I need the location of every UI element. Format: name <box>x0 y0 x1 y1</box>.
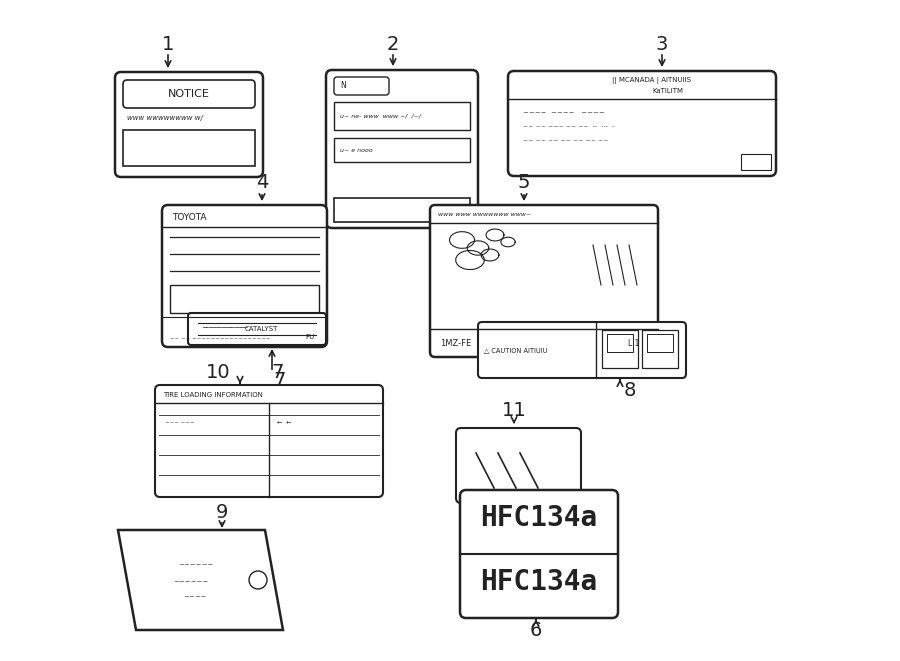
FancyBboxPatch shape <box>162 205 327 347</box>
FancyBboxPatch shape <box>508 71 776 176</box>
Text: ~~~~~~: ~~~~~~ <box>178 562 213 568</box>
Text: 8: 8 <box>624 381 636 399</box>
Text: NOTICE: NOTICE <box>168 89 210 99</box>
Text: PU: PU <box>305 334 314 340</box>
Text: ←  ←: ← ← <box>277 420 292 426</box>
Text: ~~ ~~ ~~~ ~~ ~~  --  ---  -: ~~ ~~ ~~~ ~~ ~~ -- --- - <box>523 124 614 130</box>
Text: ~~~~~~: ~~~~~~ <box>173 579 208 585</box>
FancyBboxPatch shape <box>334 77 389 95</box>
Text: 7: 7 <box>274 371 286 389</box>
Text: 10: 10 <box>206 362 230 381</box>
Bar <box>741 154 771 170</box>
Text: TOYOTA: TOYOTA <box>172 212 206 221</box>
Text: ~~~~: ~~~~ <box>183 594 206 600</box>
FancyBboxPatch shape <box>123 80 255 108</box>
Text: KaTILITM: KaTILITM <box>652 88 683 94</box>
Text: 11: 11 <box>501 401 526 420</box>
Text: 2: 2 <box>387 34 400 54</box>
Text: ──────────────: ────────────── <box>202 327 248 332</box>
FancyBboxPatch shape <box>155 385 383 497</box>
Text: ~~~~  ~~~~   ~~~~: ~~~~ ~~~~ ~~~~ <box>523 110 605 116</box>
Bar <box>334 138 470 162</box>
Bar <box>607 334 633 352</box>
Text: ~~ ~~ ~~~~~~~~~~~~~~~~~: ~~ ~~ ~~~~~~~~~~~~~~~~~ <box>170 336 271 342</box>
Bar <box>170 285 319 313</box>
Text: 6: 6 <box>530 621 542 639</box>
Bar <box>616 331 650 351</box>
Text: u~ e nooo: u~ e nooo <box>340 147 373 153</box>
Bar <box>334 198 470 222</box>
FancyBboxPatch shape <box>326 70 478 228</box>
FancyBboxPatch shape <box>456 428 581 503</box>
Text: HFC134a: HFC134a <box>481 504 598 532</box>
Text: ~~~ ~~~: ~~~ ~~~ <box>165 420 194 426</box>
FancyBboxPatch shape <box>430 205 658 357</box>
Polygon shape <box>118 530 283 630</box>
Text: 3: 3 <box>656 34 668 54</box>
Bar <box>123 130 255 166</box>
Text: △ CAUTION AiTIUIU: △ CAUTION AiTIUIU <box>484 347 547 353</box>
Bar <box>642 330 678 368</box>
Text: || MCANADA | AITNUIIS: || MCANADA | AITNUIIS <box>612 77 691 85</box>
FancyBboxPatch shape <box>460 490 618 618</box>
Bar <box>602 330 638 368</box>
Bar <box>334 102 470 130</box>
Text: ~~ ~~ ~~ ~~ ~~ ~~ ~~: ~~ ~~ ~~ ~~ ~~ ~~ ~~ <box>523 139 608 143</box>
Text: 1MZ-FE: 1MZ-FE <box>440 338 472 348</box>
Bar <box>647 334 673 352</box>
Text: HFC134a: HFC134a <box>481 568 598 596</box>
Text: www wwwwwwww w/: www wwwwwwww w/ <box>127 115 202 121</box>
Text: 9: 9 <box>216 502 229 522</box>
Text: 4: 4 <box>256 173 268 192</box>
Text: 5: 5 <box>518 173 530 192</box>
FancyBboxPatch shape <box>478 322 686 378</box>
Text: TIRE LOADING INFORMATION: TIRE LOADING INFORMATION <box>163 392 263 398</box>
Text: www www wwwwwww www~: www www wwwwwww www~ <box>438 212 531 217</box>
FancyBboxPatch shape <box>188 313 326 345</box>
Text: L 1: L 1 <box>628 338 639 348</box>
Text: 1: 1 <box>162 34 175 54</box>
Text: u~ ne- www  www ~/  /~/: u~ ne- www www ~/ /~/ <box>340 114 421 118</box>
Text: 7: 7 <box>272 362 284 381</box>
Text: N: N <box>340 81 346 91</box>
FancyBboxPatch shape <box>115 72 263 177</box>
Text: CATALYST: CATALYST <box>245 326 278 332</box>
